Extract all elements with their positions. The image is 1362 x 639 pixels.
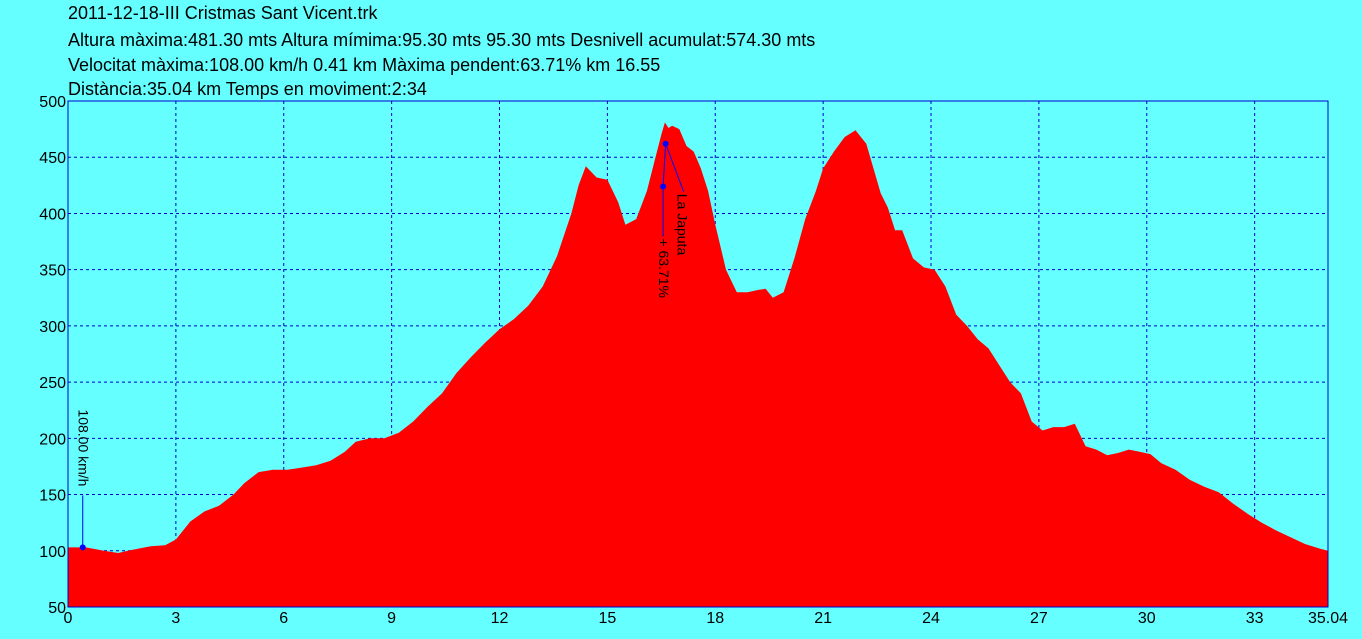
speed-marker-dot xyxy=(79,544,86,551)
x-tick-label: 3 xyxy=(171,610,180,627)
y-tick-label: 50 xyxy=(48,600,66,617)
y-tick-label: 500 xyxy=(39,94,66,111)
y-tick-label: 200 xyxy=(39,431,66,448)
x-tick-label: 0 xyxy=(64,610,73,627)
x-tick-label: 15 xyxy=(598,610,616,627)
track-title: 2011-12-18-III Cristmas Sant Vicent.trk xyxy=(68,3,378,23)
plot-frame xyxy=(67,100,1329,608)
x-tick-label: 12 xyxy=(491,610,509,627)
waypoint-annotation: La Japuta xyxy=(675,194,691,256)
slope-marker-high-dot xyxy=(662,140,669,147)
x-tick-label: 30 xyxy=(1138,610,1156,627)
x-tick-label: 21 xyxy=(814,610,832,627)
y-tick-label: 150 xyxy=(39,488,66,505)
waypoint-leader-line xyxy=(665,143,685,192)
x-tick-label: 18 xyxy=(706,610,724,627)
slope-annotation: + 63.71% xyxy=(656,238,672,298)
y-tick-label: 250 xyxy=(39,375,66,392)
x-tick-label: 6 xyxy=(279,610,288,627)
speed-annotation: 108.00 km/h xyxy=(76,409,92,486)
speed-summary: Velocitat màxima:108.00 km/h 0.41 km Màx… xyxy=(68,55,661,75)
y-axis-ticks: 50 100 150 200 250 300 350 400 450 500 xyxy=(39,94,66,617)
y-tick-label: 400 xyxy=(39,206,66,223)
slope-marker-low-dot xyxy=(660,183,667,190)
x-tick-label: 9 xyxy=(387,610,396,627)
annotations: 108.00 km/h + 63.71%La Japuta xyxy=(76,140,691,551)
y-tick-label: 450 xyxy=(39,150,66,167)
x-tick-label: 33 xyxy=(1246,610,1264,627)
altitude-summary: Altura màxima:481.30 mts Altura mímima:9… xyxy=(68,30,816,50)
y-tick-label: 350 xyxy=(39,263,66,280)
x-tick-label: 24 xyxy=(922,610,940,627)
x-tick-label: 35.04 xyxy=(1308,610,1348,627)
x-tick-label: 27 xyxy=(1030,610,1048,627)
distance-summary: Distància:35.04 km Temps en moviment:2:3… xyxy=(68,79,427,99)
elevation-area xyxy=(68,122,1328,608)
x-axis-ticks: 0 3 6 9 12 15 18 21 24 27 30 33 35.04 xyxy=(64,610,1349,627)
slope-segment-line xyxy=(662,143,667,187)
y-tick-label: 300 xyxy=(39,319,66,336)
y-tick-label: 100 xyxy=(39,544,66,561)
